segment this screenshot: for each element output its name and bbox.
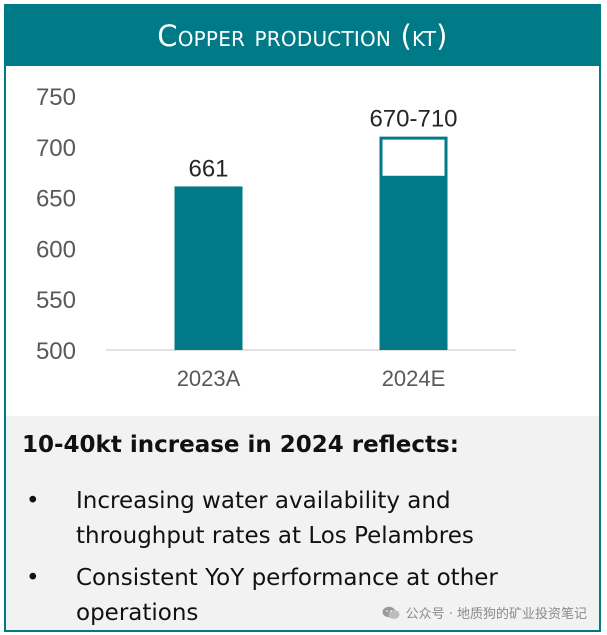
chart-header: Copper production (kt) [6, 6, 599, 66]
watermark: 公众号 · 地质狗的矿业投资笔记 [382, 603, 587, 622]
data-label: 670-710 [369, 106, 457, 133]
y-tick-label: 550 [36, 287, 76, 314]
y-tick-label: 700 [36, 135, 76, 162]
y-tick-label: 750 [36, 84, 76, 111]
bullet-text: Consistent YoY performance at other oper… [76, 565, 498, 626]
summary-bullet-item: • Increasing water availability and thro… [22, 484, 582, 554]
bullet-icon: • [26, 565, 40, 591]
range-bar-2024E [379, 136, 448, 179]
chart-title: Copper production (kt) [157, 19, 448, 53]
chart-card: Copper production (kt) 500 550 600 650 700 75… [4, 4, 601, 632]
y-tick-label: 650 [36, 186, 76, 213]
watermark-text: 公众号 · 地质狗的矿业投资笔记 [405, 607, 587, 622]
bullet-icon: • [26, 488, 40, 514]
summary-heading: 10-40kt increase in 2024 reflects: [22, 432, 459, 458]
wechat-icon [382, 606, 400, 619]
bar-chart: 500 550 600 650 700 750 661 2023A 670-710 2024E [36, 84, 516, 391]
bar-2024E [379, 177, 448, 350]
summary-panel: 10-40kt increase in 2024 reflects: • Inc… [6, 416, 599, 630]
data-label: 661 [188, 155, 228, 182]
y-tick-label: 600 [36, 236, 76, 263]
bar-2023A [174, 186, 243, 350]
summary-bullets: • Increasing water availability and thro… [22, 484, 582, 630]
x-tick-label: 2024E [382, 366, 446, 391]
bullet-text: Increasing water availability and throug… [76, 488, 474, 549]
summary-bullet-item: • Consistent YoY performance at other op… [22, 561, 582, 630]
x-tick-label: 2023A [177, 366, 241, 391]
y-tick-label: 500 [36, 338, 76, 365]
